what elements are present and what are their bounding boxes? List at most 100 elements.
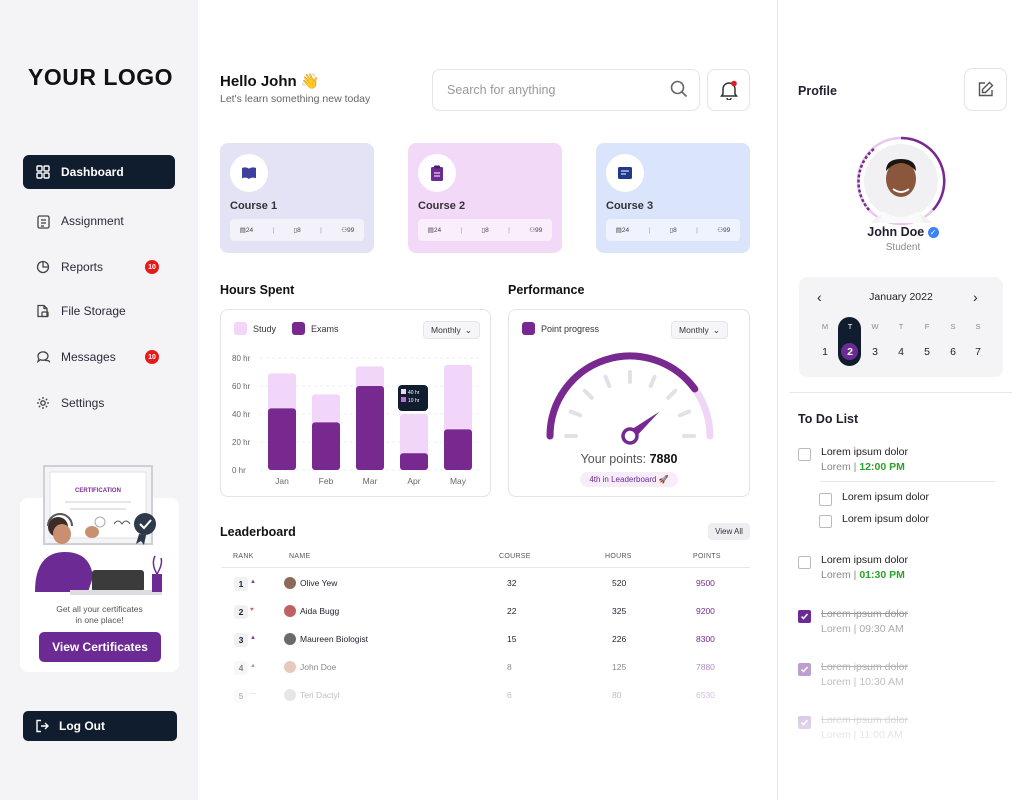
points-cell: 6530 (696, 690, 715, 700)
checkbox[interactable] (798, 448, 811, 461)
dropdown-label: Monthly (431, 325, 461, 335)
points-value: 7880 (649, 452, 678, 466)
points-cell: 7880 (696, 662, 715, 672)
trend-icon: ▲ (250, 663, 256, 669)
bar-exams[interactable] (400, 453, 428, 470)
dashboard-grid-icon (35, 164, 51, 180)
legend-exams-label: Exams (311, 323, 339, 334)
view-certificates-button[interactable]: View Certificates (39, 632, 161, 662)
todo-time-prefix: Lorem | (821, 676, 860, 688)
profile-title: Profile (798, 84, 837, 98)
calendar-day[interactable]: 5 (924, 346, 930, 358)
table-row[interactable]: 2 ♥ Aida Bugg 22 325 9200 (222, 598, 750, 626)
bar-study[interactable] (356, 366, 384, 389)
avatar (284, 605, 296, 617)
calendar-day[interactable]: 7 (975, 346, 981, 358)
todo-time-prefix: Lorem | (821, 569, 860, 581)
course-card-3[interactable]: Course 3 ▤24 | ▯8 | ⚇99 (596, 143, 750, 253)
bar-exams[interactable] (268, 408, 296, 470)
calendar-day[interactable]: 3 (872, 346, 878, 358)
bar-exams[interactable] (312, 422, 340, 470)
course-cell: 8 (507, 662, 512, 672)
course-cell: 6 (507, 690, 512, 700)
search-icon[interactable] (670, 80, 688, 103)
avatar (284, 661, 296, 673)
bar-study[interactable] (444, 365, 472, 433)
checkbox-checked[interactable] (798, 610, 811, 623)
logout-button[interactable]: Log Out (23, 711, 177, 741)
gauge-hub (621, 427, 639, 445)
checkbox[interactable] (819, 515, 832, 528)
table-row[interactable]: 5— Teri Dactyl 6 80 6530 (222, 682, 750, 710)
sidebar-item-file-storage[interactable]: File Storage (23, 294, 175, 328)
sidebar-item-dashboard[interactable]: Dashboard (23, 155, 175, 189)
leaderboard-title: Leaderboard (220, 525, 296, 539)
weekday-label: M (821, 322, 829, 331)
students-stat: ⚇99 (341, 227, 355, 234)
calendar-day[interactable]: 1 (822, 346, 828, 358)
todo-text: Lorem ipsum dolor (842, 491, 929, 503)
column-header-name: NAME (289, 553, 311, 560)
chat-icon (35, 349, 51, 365)
performance-title: Performance (508, 283, 585, 297)
chevron-left-icon[interactable]: ‹ (817, 289, 822, 305)
course-cell: 32 (507, 578, 517, 588)
bar-study[interactable] (400, 414, 428, 457)
students-count: 99 (347, 227, 355, 234)
students-stat: ⚇99 (717, 227, 731, 234)
chart-tooltip: 40 hr 10 hr (398, 385, 428, 411)
course-cell: 22 (507, 606, 517, 616)
course-title: Course 2 (418, 200, 466, 212)
notification-button[interactable] (707, 69, 750, 111)
dropdown-label: Monthly (679, 325, 709, 335)
course-card-1[interactable]: Course 1 ▤24 | ▯8 | ⚇99 (220, 143, 374, 253)
performance-period-dropdown[interactable]: Monthly ⌄ (671, 321, 728, 339)
course-card-2[interactable]: Course 2 ▤24 | ▯8 | ⚇99 (408, 143, 562, 253)
sidebar-item-assignment[interactable]: Assignment (23, 204, 175, 238)
rank-cell: 3 (234, 633, 248, 647)
avatar (284, 689, 296, 701)
todo-text: Lorem ipsum dolor (821, 661, 908, 673)
table-row[interactable]: 4 ▲ John Doe 8 125 7880 (222, 654, 750, 682)
tooltip-exams: 10 hr (401, 397, 425, 405)
bar-exams[interactable] (444, 429, 472, 470)
course-stats: ▤24 | ▯8 | ⚇99 (606, 219, 740, 241)
hours-cell: 226 (612, 634, 627, 644)
todo-fade (790, 700, 1024, 800)
bar-study[interactable] (312, 394, 340, 426)
sidebar-item-label: Assignment (61, 214, 124, 228)
checkbox[interactable] (819, 493, 832, 506)
sidebar-item-label: Dashboard (61, 165, 124, 179)
book-icon (230, 154, 268, 192)
calendar-day[interactable]: 6 (950, 346, 956, 358)
edit-profile-button[interactable] (964, 68, 1007, 111)
points-line: Your points: 7880 (508, 452, 750, 466)
checkbox-checked[interactable] (798, 663, 811, 676)
x-tick-label: Jan (275, 476, 289, 486)
todo-time: Lorem | 10:30 AM (821, 676, 904, 688)
profile-name: John Doe ✓ (798, 225, 1008, 239)
verified-badge-icon: ✓ (927, 227, 939, 239)
x-tick-label: Apr (407, 476, 420, 486)
chevron-right-icon[interactable]: › (973, 289, 978, 305)
trend-icon: ▲ (250, 579, 256, 585)
checkbox[interactable] (798, 556, 811, 569)
certificate-text-line-2: in one place! (75, 615, 124, 625)
calendar-day[interactable]: 2 (847, 346, 853, 358)
sidebar-item-messages[interactable]: Messages 10 (23, 340, 175, 374)
bar-study[interactable] (268, 373, 296, 412)
search-input[interactable]: Search for anything (432, 69, 700, 111)
pie-chart-icon (35, 259, 51, 275)
sidebar-item-settings[interactable]: Settings (23, 386, 175, 420)
calendar-day[interactable]: 4 (898, 346, 904, 358)
certificate-banner: CERTIFICATION (75, 488, 121, 494)
students-count: 99 (723, 227, 731, 234)
table-row[interactable]: 1 ▲ Olive Yew 32 520 9500 (222, 570, 750, 598)
bar-exams[interactable] (356, 386, 384, 470)
gauge-tick (677, 409, 692, 418)
view-all-button[interactable]: View All (708, 523, 750, 540)
sidebar-item-reports[interactable]: Reports 10 (23, 250, 175, 284)
hours-period-dropdown[interactable]: Monthly ⌄ (423, 321, 480, 339)
course-title: Course 3 (606, 200, 654, 212)
table-row[interactable]: 3 ▲ Maureen Biologist 15 226 8300 (222, 626, 750, 654)
